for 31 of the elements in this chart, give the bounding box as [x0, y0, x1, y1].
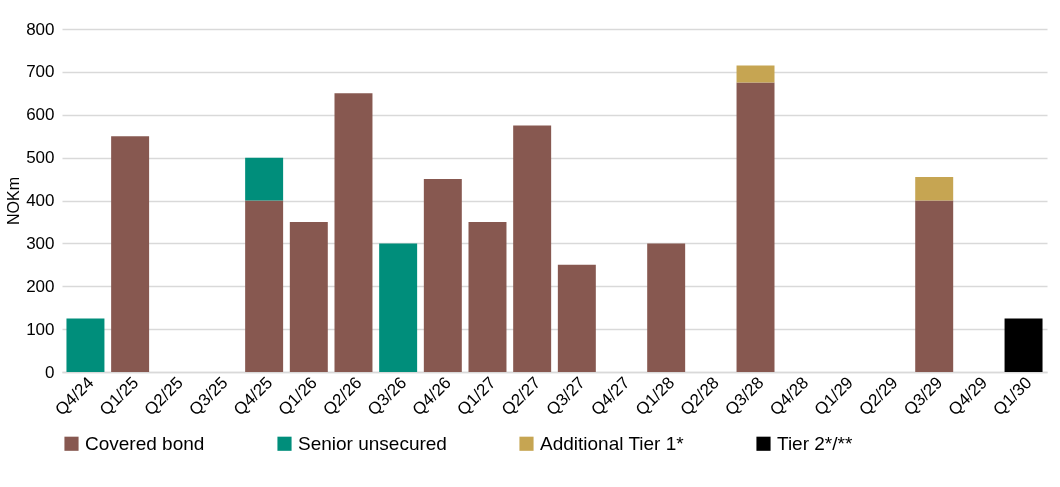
- bar: [289, 221, 328, 372]
- bar: [468, 221, 507, 372]
- bar: [245, 200, 284, 372]
- bar: [111, 136, 150, 372]
- bar: [66, 318, 105, 372]
- legend-label: Senior unsecured: [298, 432, 447, 454]
- bar: [647, 243, 686, 372]
- legend-label: Covered bond: [85, 432, 205, 454]
- bar: [736, 65, 775, 83]
- y-tick-label: 500: [26, 148, 55, 168]
- bar: [915, 176, 954, 201]
- y-tick-label: 100: [26, 319, 55, 339]
- bar: [557, 264, 596, 372]
- y-tick-label: 800: [26, 19, 55, 39]
- y-axis-title: NOKm: [5, 177, 23, 225]
- y-tick-label: 300: [26, 233, 55, 253]
- bar: [334, 93, 373, 372]
- bar: [513, 125, 552, 372]
- y-tick-label: 0: [45, 362, 55, 382]
- bar: [245, 157, 284, 201]
- bar: [423, 179, 462, 372]
- y-tick-label: 600: [26, 105, 55, 125]
- bar: [379, 243, 418, 372]
- y-tick-label: 400: [26, 191, 55, 210]
- legend-label: Additional Tier 1*: [540, 432, 685, 454]
- bar: [1004, 318, 1043, 372]
- y-tick-label: 700: [26, 62, 55, 82]
- bar: [736, 82, 775, 372]
- legend-label: Tier 2*/**: [777, 432, 853, 454]
- y-tick-label: 200: [26, 276, 55, 296]
- bar: [915, 200, 954, 372]
